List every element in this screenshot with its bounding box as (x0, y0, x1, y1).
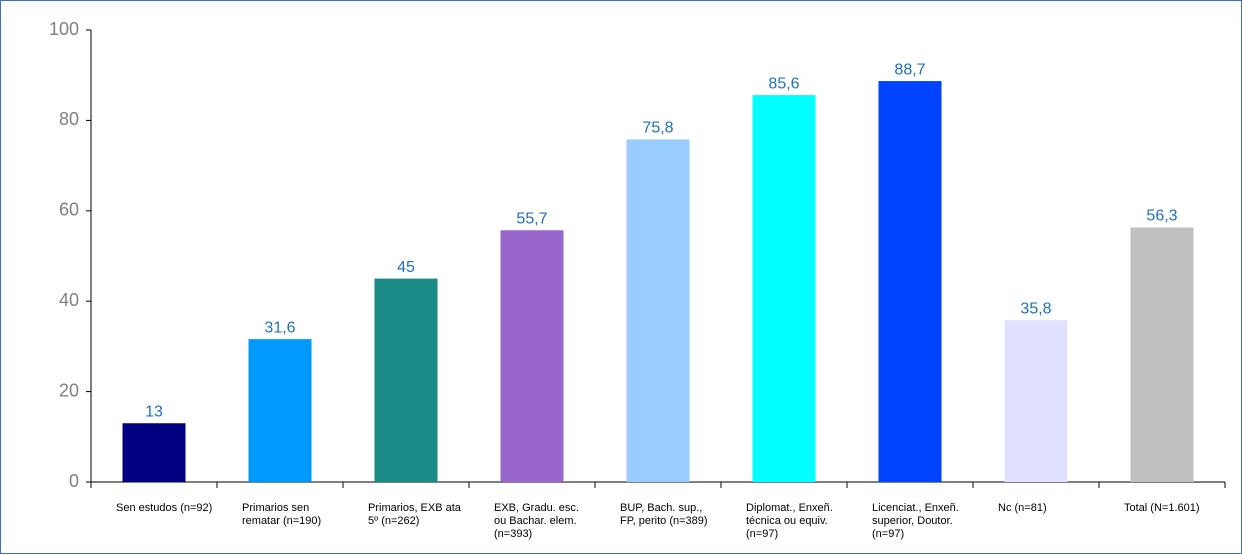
bar (1004, 320, 1068, 482)
value-label: 55,7 (516, 210, 547, 227)
bar (752, 95, 816, 482)
value-label: 85,6 (768, 75, 799, 92)
x-tick-label: Sen estudos (n=92) (116, 502, 213, 514)
value-label: 45 (397, 259, 415, 276)
bar (374, 278, 438, 482)
x-tick-label: Primarios, EXB ata 5º (n=262) (368, 502, 461, 527)
y-tick-label: 80 (59, 109, 79, 129)
value-label: 88,7 (894, 61, 925, 78)
value-label: 35,8 (1020, 300, 1051, 317)
x-tick-label: Total (N=1.601) (1124, 502, 1200, 514)
value-label: 13 (145, 403, 163, 420)
bar (122, 423, 186, 482)
y-tick-label: 20 (59, 380, 79, 400)
y-tick-label: 40 (59, 290, 79, 310)
x-tick-label: EXB, Gradu. esc. ou Bachar. elem. (n=393… (494, 502, 579, 540)
x-tick-label: Licenciat., Enxeñ. superior, Doutor. (n=… (872, 502, 959, 540)
bar (878, 81, 942, 483)
x-tick-label: Primarios sen rematar (n=190) (242, 502, 322, 527)
value-label: 56,3 (1146, 208, 1177, 225)
x-tick-label: BUP, Bach. sup., FP, perito (n=389) (620, 502, 708, 527)
y-tick-label: 0 (69, 471, 79, 491)
y-tick-label: 100 (49, 19, 79, 39)
x-tick-label: Nc (n=81) (998, 502, 1047, 514)
x-tick-label: Diplomat., Enxeñ. técnica ou equiv. (n=9… (746, 502, 833, 540)
bar (500, 230, 564, 482)
value-label: 75,8 (642, 120, 673, 137)
bar (1130, 227, 1194, 482)
value-label: 31,6 (264, 319, 295, 336)
y-tick-label: 60 (59, 200, 79, 220)
bar (248, 339, 312, 482)
bar (626, 139, 690, 482)
